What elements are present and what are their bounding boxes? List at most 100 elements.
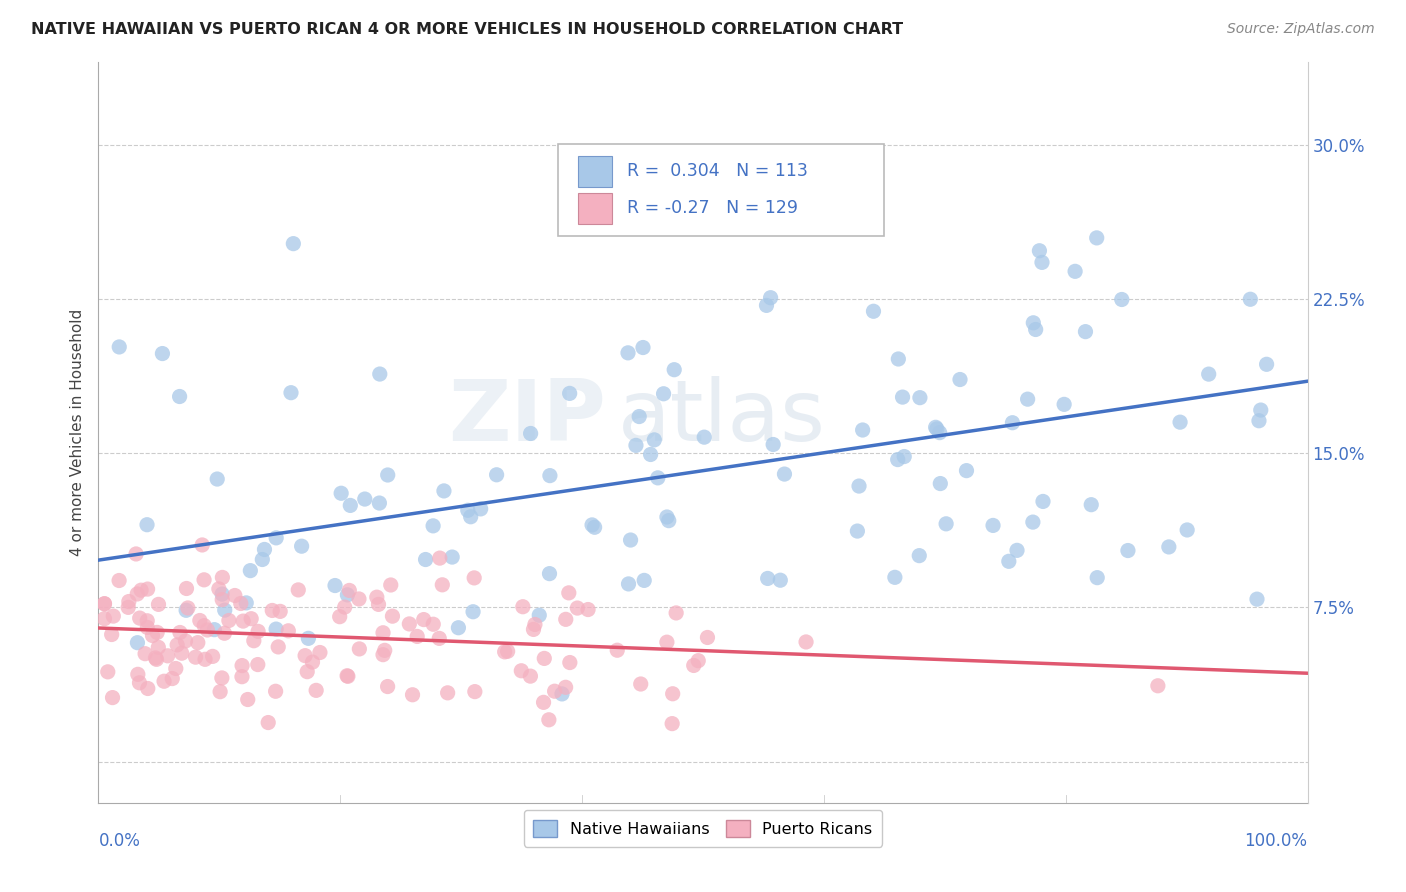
Point: [166, 638, 188, 652]
Point: [998, 554, 1021, 568]
Point: [170, 646, 193, 660]
Point: [1022, 515, 1045, 529]
Point: [1001, 416, 1024, 430]
Point: [129, 583, 152, 598]
Point: [194, 652, 217, 666]
Bar: [578, 193, 613, 224]
Point: [205, 472, 228, 486]
Point: [925, 422, 948, 436]
Point: [141, 628, 163, 642]
Point: [1246, 592, 1268, 607]
Point: [1025, 322, 1047, 336]
Point: [762, 437, 785, 451]
Bar: [578, 156, 613, 186]
Point: [538, 566, 561, 581]
Point: [128, 675, 150, 690]
Point: [412, 613, 434, 627]
Point: [401, 688, 423, 702]
Point: [538, 468, 561, 483]
Point: [269, 604, 291, 618]
FancyBboxPatch shape: [558, 144, 884, 236]
Point: [496, 644, 519, 658]
Point: [422, 617, 444, 632]
Point: [118, 594, 141, 608]
Point: [224, 589, 246, 603]
Text: NATIVE HAWAIIAN VS PUERTO RICAN 4 OR MORE VEHICLES IN HOUSEHOLD CORRELATION CHAR: NATIVE HAWAIIAN VS PUERTO RICAN 4 OR MOR…: [31, 22, 903, 37]
Point: [264, 622, 287, 636]
Point: [624, 438, 647, 452]
Point: [262, 603, 284, 617]
Point: [773, 467, 796, 481]
Point: [174, 634, 197, 648]
Point: [658, 514, 681, 528]
Point: [136, 681, 159, 696]
Point: [211, 671, 233, 685]
Point: [128, 611, 150, 625]
Point: [1198, 367, 1220, 381]
Point: [696, 631, 718, 645]
Point: [1031, 255, 1053, 269]
Point: [214, 626, 236, 640]
Point: [176, 582, 198, 596]
Point: [551, 687, 574, 701]
Point: [533, 651, 555, 665]
Point: [494, 645, 516, 659]
Point: [558, 386, 581, 401]
Point: [470, 501, 492, 516]
Point: [1085, 571, 1108, 585]
Point: [136, 620, 159, 634]
Point: [280, 385, 302, 400]
Point: [187, 635, 209, 649]
Y-axis label: 4 or more Vehicles in Household: 4 or more Vehicles in Household: [70, 309, 86, 557]
Point: [510, 664, 533, 678]
Point: [100, 627, 122, 641]
Point: [231, 670, 253, 684]
Point: [1053, 397, 1076, 411]
Point: [908, 391, 931, 405]
Point: [330, 486, 353, 500]
Point: [661, 716, 683, 731]
Point: [253, 542, 276, 557]
Point: [647, 471, 669, 485]
Point: [246, 657, 269, 672]
Point: [1157, 540, 1180, 554]
Point: [267, 640, 290, 654]
Point: [145, 652, 167, 666]
Text: atlas: atlas: [619, 376, 827, 459]
Point: [441, 550, 464, 565]
Point: [236, 692, 259, 706]
Point: [301, 655, 323, 669]
Point: [243, 633, 266, 648]
Point: [633, 574, 655, 588]
Point: [93, 597, 115, 611]
Point: [97, 665, 120, 679]
Point: [218, 614, 240, 628]
Point: [252, 552, 274, 566]
Point: [283, 236, 305, 251]
Point: [887, 351, 910, 366]
Point: [567, 601, 589, 615]
Point: [148, 598, 170, 612]
Point: [554, 612, 576, 626]
Point: [136, 582, 159, 596]
Point: [640, 448, 662, 462]
Point: [891, 390, 914, 404]
Point: [169, 390, 191, 404]
Point: [558, 586, 581, 600]
Point: [127, 587, 149, 601]
Point: [755, 298, 778, 312]
Point: [231, 658, 253, 673]
Point: [377, 468, 399, 483]
Point: [461, 605, 484, 619]
Point: [631, 341, 654, 355]
Point: [294, 648, 316, 663]
Point: [349, 641, 371, 656]
Point: [652, 386, 675, 401]
Point: [1250, 403, 1272, 417]
Point: [794, 635, 817, 649]
Point: [554, 681, 576, 695]
Point: [148, 640, 170, 655]
Point: [323, 578, 346, 592]
Point: [630, 677, 652, 691]
Point: [367, 598, 389, 612]
